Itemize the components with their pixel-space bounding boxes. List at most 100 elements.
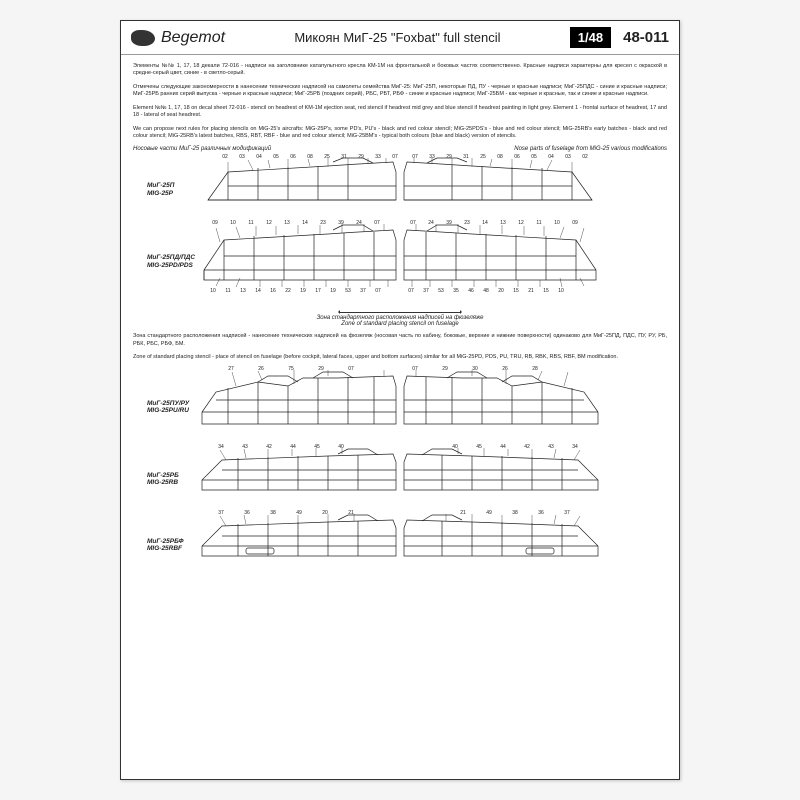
callout-number: 11: [246, 220, 256, 226]
callout-number: 23: [318, 220, 328, 226]
intro-en-2: We can propose next rules for placing st…: [133, 126, 667, 141]
callout-number: 45: [474, 444, 484, 450]
callout-number: 43: [546, 444, 556, 450]
callout-number: 10: [556, 288, 566, 294]
callouts-p-top-right: 0733293125080605040302: [410, 154, 590, 160]
callout-number: 44: [498, 444, 508, 450]
group-mig25pu: МиГ-25ПУ/РУ MIG-25PU/RU 27 26 75 29 07: [133, 368, 667, 440]
callout-number: 12: [516, 220, 526, 226]
callout-number: 33: [427, 154, 437, 160]
callout-number: 34: [216, 444, 226, 450]
callout-number: 07: [372, 220, 382, 226]
callout-number: 31: [339, 154, 349, 160]
callout-number: 11: [223, 288, 233, 294]
callout-number: 17: [313, 288, 323, 294]
zone-en: Zone of standard placing stencil on fuse…: [133, 321, 667, 327]
callouts-rb-top-right: 404544424334: [450, 444, 580, 450]
callouts-rb-top-left: 344342444540: [216, 444, 346, 450]
callout-number: 19: [328, 288, 338, 294]
callout-number: 04: [546, 154, 556, 160]
callout-number: 53: [343, 288, 353, 294]
fuselage-pu-left: 27 26 75 29 07: [198, 368, 398, 440]
callout-number: 25: [322, 154, 332, 160]
callout-number: 33: [373, 154, 383, 160]
callout-number: 05: [529, 154, 539, 160]
callout-number: 08: [495, 154, 505, 160]
brand-name: Begemot: [161, 29, 225, 47]
callouts-pu-top-right: 0729302628: [410, 366, 540, 372]
callout-number: 75: [286, 366, 296, 372]
fuselage-pd-right: 07243923141312111009 0737533546482015211…: [402, 222, 602, 300]
callout-number: 48: [481, 288, 491, 294]
fuselage-rb-right: 404544424334: [402, 446, 602, 506]
variant-rbf-ru: МиГ-25РБФ: [147, 538, 184, 546]
callout-number: 37: [358, 288, 368, 294]
callouts-pd-bot-right: 0737533546482015211510: [406, 288, 566, 294]
callout-number: 29: [316, 366, 326, 372]
callout-number: 37: [421, 288, 431, 294]
callout-number: 24: [354, 220, 364, 226]
variant-p-ru: МиГ-25П: [147, 182, 174, 190]
callout-number: 37: [216, 510, 226, 516]
logo-area: Begemot: [131, 29, 225, 47]
scale-badge: 1/48: [570, 27, 611, 48]
callout-number: 14: [300, 220, 310, 226]
mid-en: Zone of standard placing stencil - place…: [133, 354, 667, 361]
callout-number: 23: [462, 220, 472, 226]
fuselage-pd-left: 09101112131423392407 1011131416221917195…: [198, 222, 398, 300]
header-right: 1/48 48-011: [570, 27, 669, 48]
group-mig25p: МиГ-25П MIG-25P 0203040506082531293307: [133, 156, 667, 216]
callout-number: 12: [264, 220, 274, 226]
callout-number: 49: [294, 510, 304, 516]
callouts-pd-top-right: 07243923141312111009: [408, 220, 580, 226]
nose-caption: Носовые части МиГ-25 различных модификац…: [133, 146, 667, 152]
callout-number: 42: [522, 444, 532, 450]
fuselage-pu-right: 0729302628: [402, 368, 602, 440]
callouts-p-top-left: 0203040506082531293307: [220, 154, 400, 160]
sku-code: 48-011: [623, 29, 669, 46]
callout-number: 29: [356, 154, 366, 160]
variant-pu-ru: МиГ-25ПУ/РУ: [147, 400, 189, 408]
callout-number: 21: [458, 510, 468, 516]
callout-number: 36: [242, 510, 252, 516]
variant-rb-en: MIG-25RB: [147, 479, 179, 487]
callout-number: 46: [466, 288, 476, 294]
nose-caption-ru: Носовые части МиГ-25 различных модификац…: [133, 146, 271, 152]
fuselage-p-right: 0733293125080605040302: [402, 156, 602, 216]
callout-number: 13: [238, 288, 248, 294]
callout-number: 27: [226, 366, 236, 372]
callout-number: 20: [496, 288, 506, 294]
callout-number: 07: [390, 154, 400, 160]
variant-pd-en: MIG-25PD/PDS: [147, 262, 195, 270]
callout-number: 03: [237, 154, 247, 160]
callout-number: 20: [320, 510, 330, 516]
callout-number: 06: [512, 154, 522, 160]
callout-number: 04: [254, 154, 264, 160]
content: Элементы №№ 1, 17, 18 декали 72-016 - на…: [121, 55, 679, 586]
variant-rbf-en: MIG-25RBF: [147, 545, 184, 553]
callout-number: 09: [210, 220, 220, 226]
callouts-rbf-top-left: 373638492021: [216, 510, 356, 516]
callout-number: 08: [305, 154, 315, 160]
callout-number: 26: [256, 366, 266, 372]
callouts-rbf-top-right: 2149383637: [458, 510, 572, 516]
callout-number: 10: [228, 220, 238, 226]
variant-p-en: MIG-25P: [147, 190, 174, 198]
fuselage-rb-left: 344342444540: [198, 446, 398, 506]
callout-number: 38: [510, 510, 520, 516]
callout-number: 42: [264, 444, 274, 450]
callout-number: 03: [563, 154, 573, 160]
callout-number: 15: [511, 288, 521, 294]
callout-number: 39: [444, 220, 454, 226]
variant-pd-ru: МиГ-25ПД/ПДС: [147, 254, 195, 262]
callout-number: 07: [346, 366, 356, 372]
callout-number: 34: [570, 444, 580, 450]
callout-number: 05: [271, 154, 281, 160]
nose-caption-en: Nose parts of fuselage from MiG-25 vario…: [514, 146, 667, 152]
callouts-pu-top-left: 27 26 75 29 07: [226, 366, 356, 372]
callout-number: 13: [282, 220, 292, 226]
zone-arrow: [133, 312, 667, 313]
group-mig25rbf: МиГ-25РБФ MIG-25RBF 37 36 38 49 20 21: [133, 512, 667, 572]
callout-number: 35: [451, 288, 461, 294]
variant-pu-en: MIG-25PU/RU: [147, 407, 189, 415]
